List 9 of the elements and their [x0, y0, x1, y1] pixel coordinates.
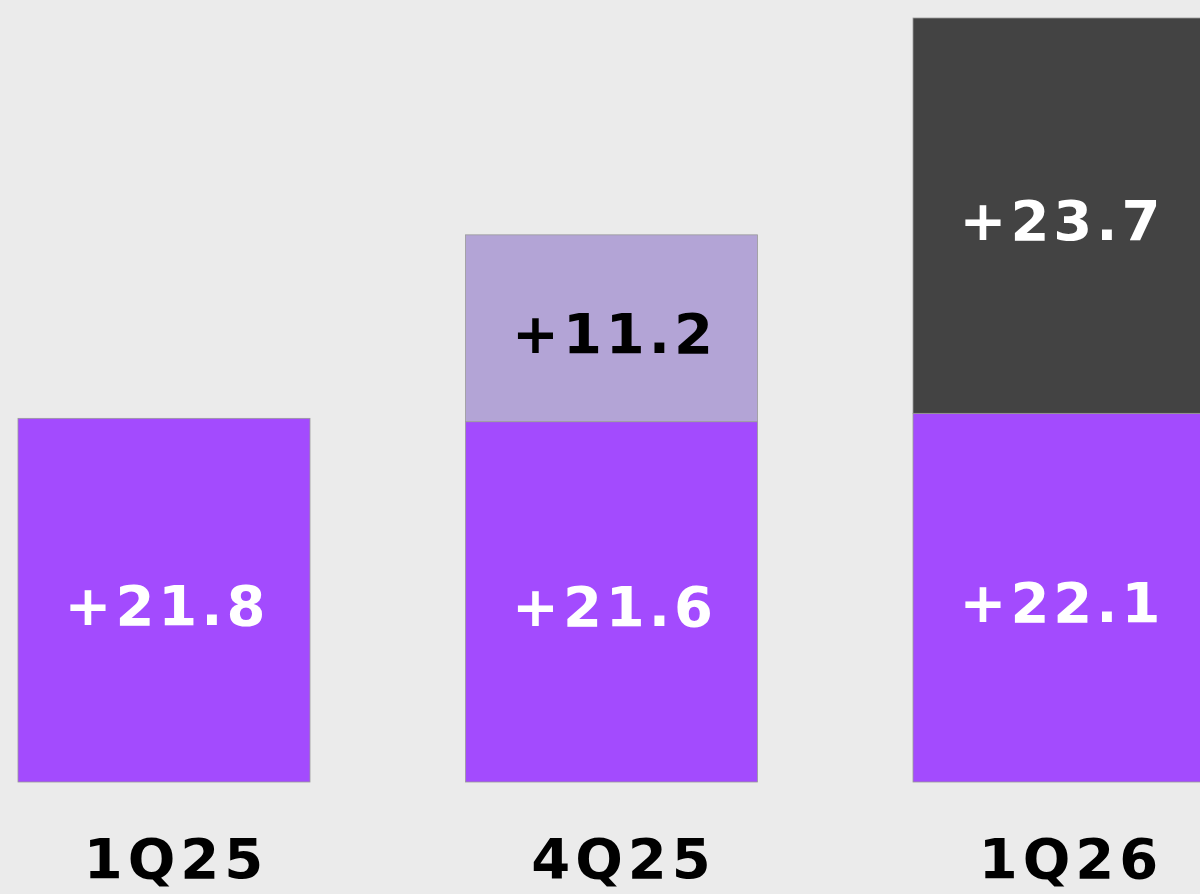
data-label: +21.6: [511, 574, 718, 640]
data-label: +21.8: [64, 572, 270, 638]
bar: [17, 417, 311, 783]
x-tick-label: 4Q25: [531, 825, 716, 891]
data-label: +11.2: [511, 300, 718, 366]
data-label: +22.1: [959, 570, 1165, 636]
x-tick-label: 1Q25: [83, 825, 269, 891]
data-label: +23.7: [959, 188, 1165, 254]
x-tick-label: 1Q26: [978, 825, 1164, 891]
